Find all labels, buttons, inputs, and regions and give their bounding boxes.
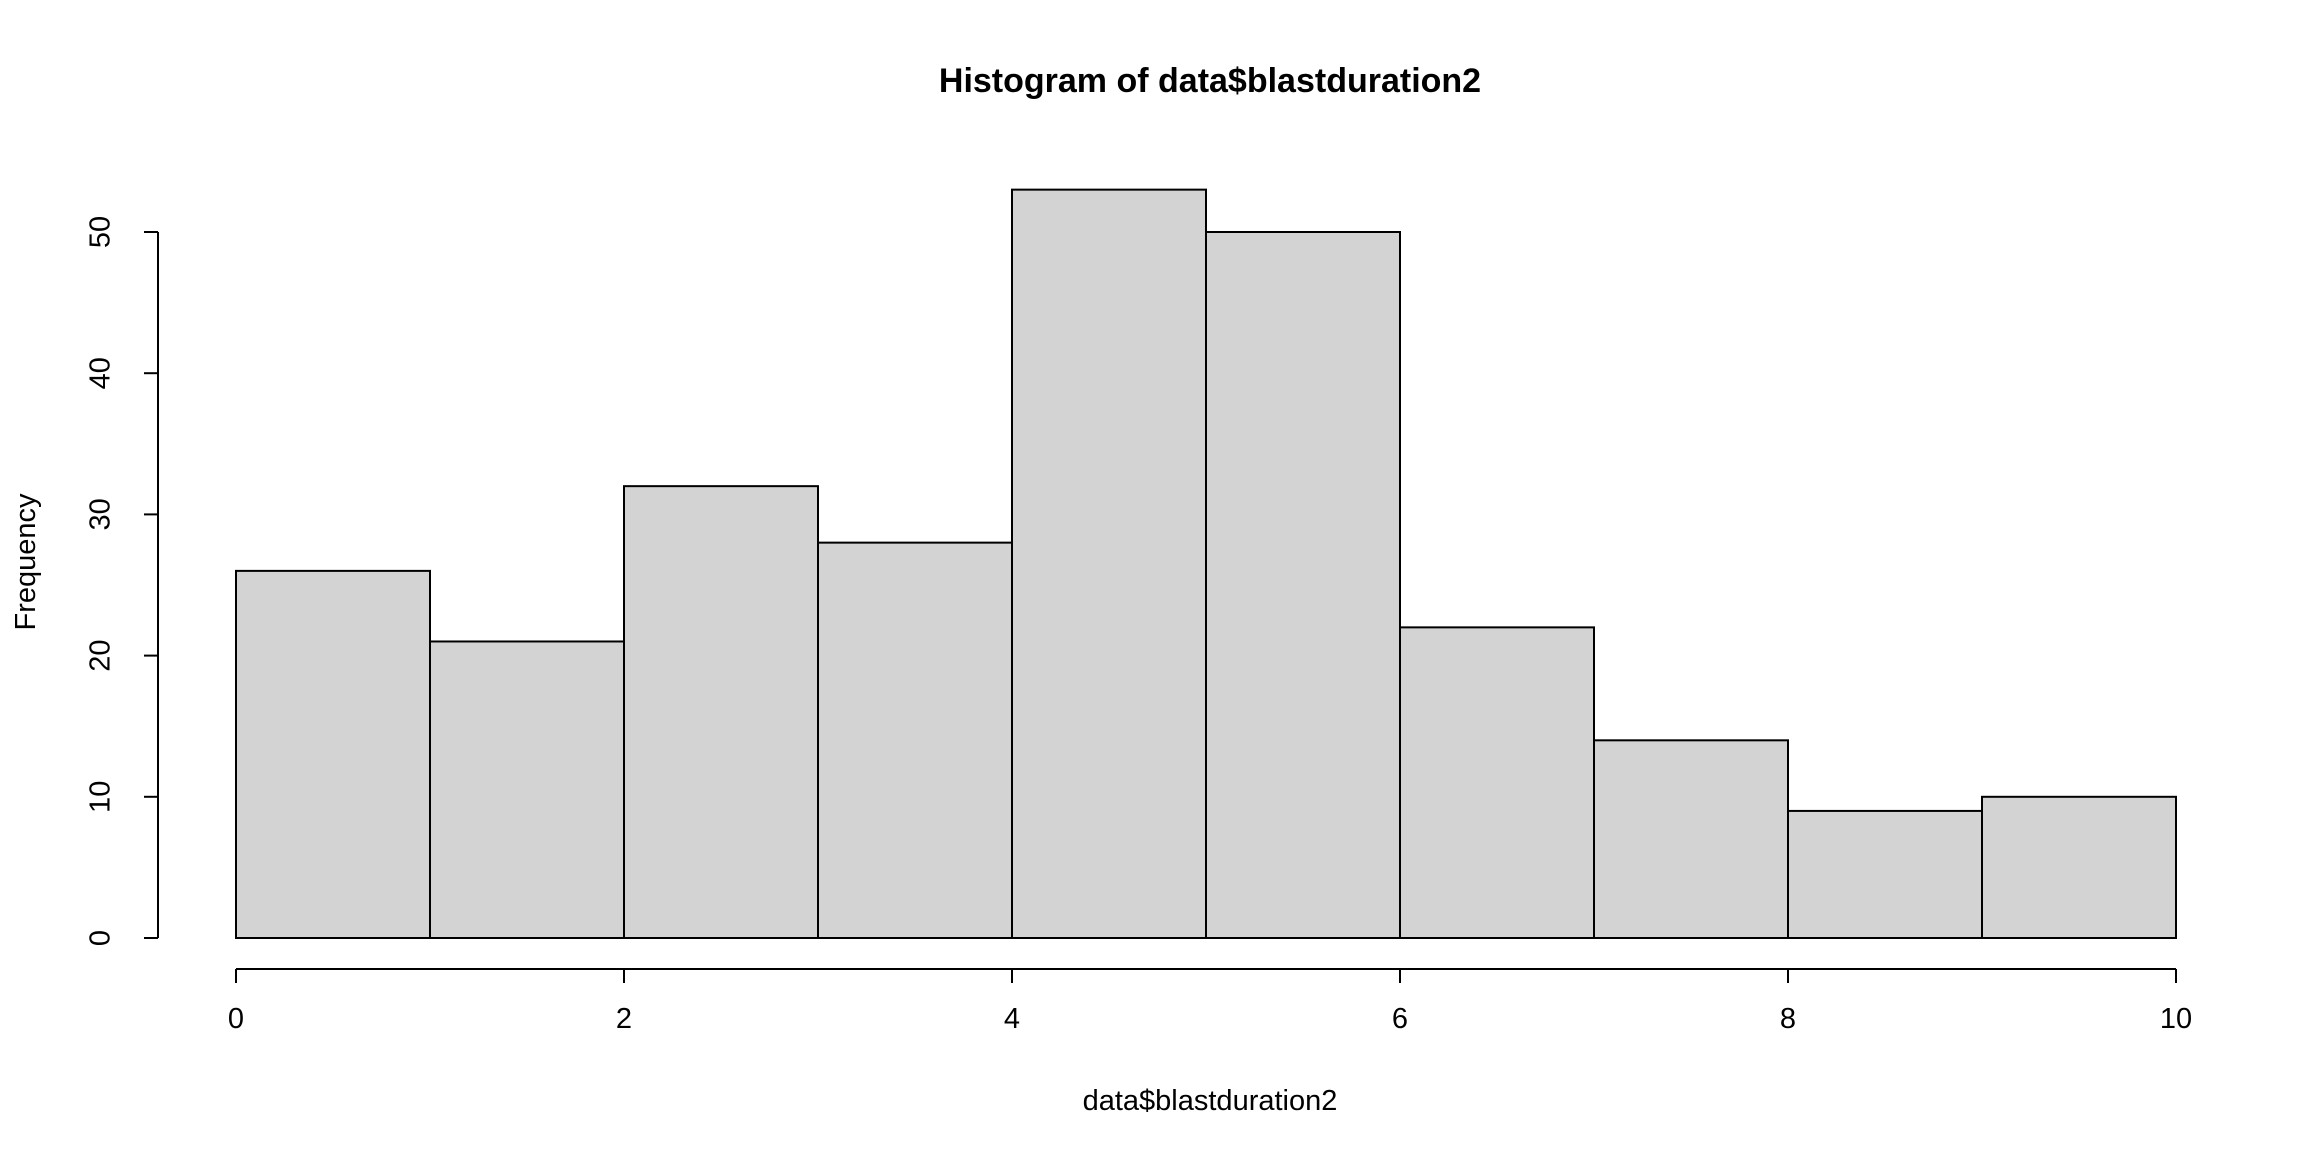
y-axis: 0 10 20 30 40 50 (85, 216, 159, 946)
x-axis-label: data$blastduration2 (1083, 1085, 1338, 1117)
bars-group (235, 188, 2177, 939)
histogram-bar (1205, 231, 1401, 939)
x-tick-label: 2 (616, 1003, 632, 1035)
y-tick-label: 0 (85, 930, 117, 946)
x-tick-label: 0 (228, 1003, 244, 1035)
y-tick-label: 10 (85, 781, 117, 813)
y-axis-label: Frequency (10, 493, 42, 631)
histogram-bar (1011, 188, 1207, 939)
y-tick-label: 50 (85, 216, 117, 248)
histogram-bar (1399, 626, 1595, 939)
y-tick-label: 30 (85, 498, 117, 530)
histogram-bar (235, 569, 431, 939)
x-tick-label: 8 (1780, 1003, 1796, 1035)
y-tick-label: 40 (85, 357, 117, 389)
x-tick-label: 4 (1004, 1003, 1020, 1035)
histogram-bar (1787, 809, 1983, 939)
chart-title: Histogram of data$blastduration2 (939, 62, 1481, 100)
x-axis: 0 2 4 6 8 10 (228, 968, 2192, 1035)
histogram-bar (1593, 739, 1789, 939)
histogram-bar (1981, 795, 2177, 939)
x-tick-label: 10 (2160, 1003, 2192, 1035)
histogram-bar (429, 640, 625, 939)
histogram-bar (623, 485, 819, 939)
x-tick-label: 6 (1392, 1003, 1408, 1035)
histogram-bar (817, 541, 1013, 939)
y-tick-label: 20 (85, 639, 117, 671)
